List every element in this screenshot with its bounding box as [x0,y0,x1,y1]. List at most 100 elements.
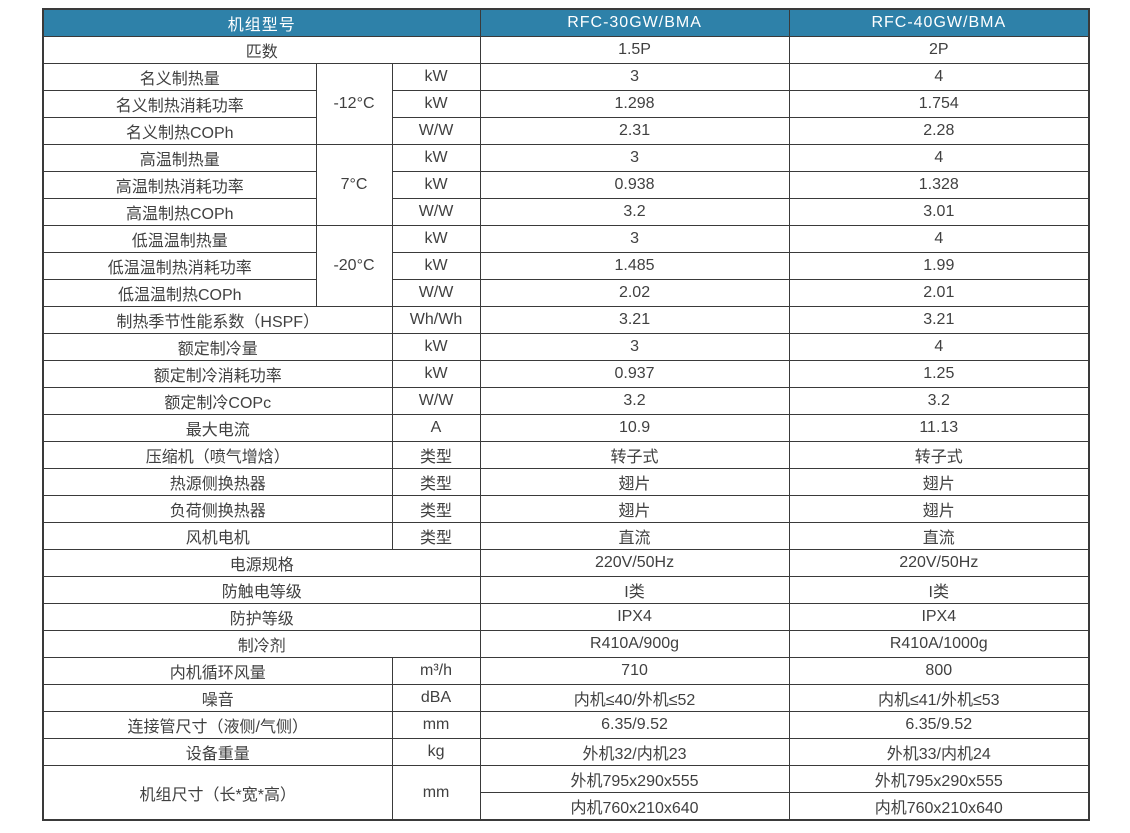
unit-cell: kg [391,738,481,766]
row-label-cell: 负荷侧换热器 [42,495,393,523]
row-label-cell: 防护等级 [42,603,481,631]
table-row: 名义制热量 -12°C kW 3 4 [42,63,1090,145]
value-cell: 1.25 [788,360,1090,388]
unit-cell: kW [391,90,481,118]
row-label-cell: 热源侧换热器 [42,468,393,496]
unit-cell: 类型 [391,522,481,550]
value-cell: 1.485 [479,252,790,280]
value-cell: I类 [479,576,790,604]
row-label-cell: 低温温制热量 [42,225,317,253]
value-cell: 3.2 [479,387,790,415]
header-row: 机组型号 RFC-30GW/BMA RFC-40GW/BMA [42,8,1090,37]
temp-group-cell: 7°C [315,144,393,226]
value-cell: 外机795x290x555 [788,765,1090,793]
table-row: 负荷侧换热器 类型 翅片 翅片 [42,495,1090,523]
unit-cell: m³/h [391,657,481,685]
table-row: 额定制冷量 kW 3 4 [42,333,1090,361]
unit-cell: Wh/Wh [391,306,481,334]
temp-group-cell: -20°C [315,225,393,307]
unit-cell: kW [391,252,481,280]
value-cell: 800 [788,657,1090,685]
value-cell: 转子式 [479,441,790,469]
spec-table-container: 机组型号 RFC-30GW/BMA RFC-40GW/BMA 匹数 1.5P 2P 名… [42,8,1091,821]
row-label-cell: 高温制热COPh [42,198,317,226]
value-cell: 翅片 [479,495,790,523]
value-cell: 4 [788,333,1090,361]
row-label-cell: 噪音 [42,684,393,712]
unit-cell: 类型 [391,468,481,496]
value-cell: IPX4 [479,603,790,631]
spec-table: 机组型号 RFC-30GW/BMA RFC-40GW/BMA 匹数 1.5P 2P 名… [42,8,1091,821]
row-label-cell: 连接管尺寸（液侧/气侧） [42,711,393,739]
value-cell: 2.02 [479,279,790,307]
value-cell: 6.35/9.52 [788,711,1090,739]
unit-cell: 类型 [391,441,481,469]
table-row: 内机760x210x640 内机760x210x640 [43,792,1090,821]
row-label-cell: 高温制热量 [42,144,317,172]
row-label-cell: 内机循环风量 [42,657,393,685]
value-cell: 翅片 [479,468,790,496]
spec-table-body: 匹数 1.5P 2P 名义制热量 -12°C kW 3 4 名义制热消耗功率 kW 1.298 1.7… [42,36,1090,821]
value-cell: 10.9 [479,414,790,442]
table-row: 名义制热COPh W/W 2.31 2.28 [42,117,1090,145]
value-cell: 3 [479,225,790,253]
row-label-cell: 额定制冷消耗功率 [42,360,393,388]
value-cell: 翅片 [788,468,1090,496]
value-cell: 外机795x290x555 [479,765,790,793]
temp-group-cell: -12°C [315,63,393,145]
value-cell: 3.01 [788,198,1090,226]
unit-cell: kW [391,360,481,388]
unit-cell: mm [391,765,481,821]
value-cell: 2P [788,36,1090,64]
value-cell: 2.28 [788,117,1090,145]
value-cell: 1.99 [788,252,1090,280]
table-row: 噪音 dBA 内机≤40/外机≤52 内机≤41/外机≤53 [42,684,1090,712]
model-header-label: 机组型号 [42,8,481,37]
table-row: 低温温制热量 -20°C kW 3 4 [42,225,1090,307]
value-cell: 直流 [479,522,790,550]
value-cell: 2.01 [788,279,1090,307]
row-label-cell: 低温温制热消耗功率 [42,252,317,280]
value-cell: 内机≤41/外机≤53 [788,684,1090,712]
value-cell: 内机760x210x640 [788,792,1090,821]
value-cell: 1.5P [479,36,790,64]
row-label-cell: 风机电机 [42,522,393,550]
unit-cell: kW [391,63,481,91]
table-row: 制冷剂 R410A/900g R410A/1000g [42,630,1090,658]
unit-cell: W/W [391,387,481,415]
value-cell: 0.937 [479,360,790,388]
table-row: 压缩机（喷气增焓） 类型 转子式 转子式 [42,441,1090,469]
value-cell: R410A/1000g [788,630,1090,658]
table-row: 机组尺寸（长*宽*高） mm 外机795x290x555 外机795x290x555 [42,765,1090,821]
value-cell: 0.938 [479,171,790,199]
value-cell: 11.13 [788,414,1090,442]
value-cell: 3.21 [788,306,1090,334]
value-cell: 3 [479,144,790,172]
row-label-cell: 低温温制热COPh [42,279,317,307]
table-row: 防护等级 IPX4 IPX4 [42,603,1090,631]
unit-cell: 类型 [391,495,481,523]
table-row: 高温制热COPh W/W 3.2 3.01 [42,198,1090,226]
value-cell: 710 [479,657,790,685]
table-row: 额定制冷COPc W/W 3.2 3.2 [42,387,1090,415]
value-cell: 3 [479,333,790,361]
value-cell: 外机32/内机23 [479,738,790,766]
value-cell: R410A/900g [479,630,790,658]
value-cell: 内机760x210x640 [479,792,790,821]
table-row: 匹数 1.5P 2P [42,36,1090,64]
value-cell: I类 [788,576,1090,604]
table-row: 额定制冷消耗功率 kW 0.937 1.25 [42,360,1090,388]
table-row: 最大电流 A 10.9 11.13 [42,414,1090,442]
row-label-cell: 最大电流 [42,414,393,442]
row-label-cell: 额定制冷COPc [42,387,393,415]
value-cell: 4 [788,225,1090,253]
model-name-rfc-30: RFC-30GW/BMA [479,8,790,37]
table-row: 高温制热消耗功率 kW 0.938 1.328 [42,171,1090,199]
value-cell: 4 [788,144,1090,172]
table-row: 低温温制热消耗功率 kW 1.485 1.99 [42,252,1090,280]
value-cell: 2.31 [479,117,790,145]
row-label-cell: 电源规格 [42,549,481,577]
table-row: 电源规格 220V/50Hz 220V/50Hz [42,549,1090,577]
unit-cell: W/W [391,279,481,307]
row-label-cell: 设备重量 [42,738,393,766]
